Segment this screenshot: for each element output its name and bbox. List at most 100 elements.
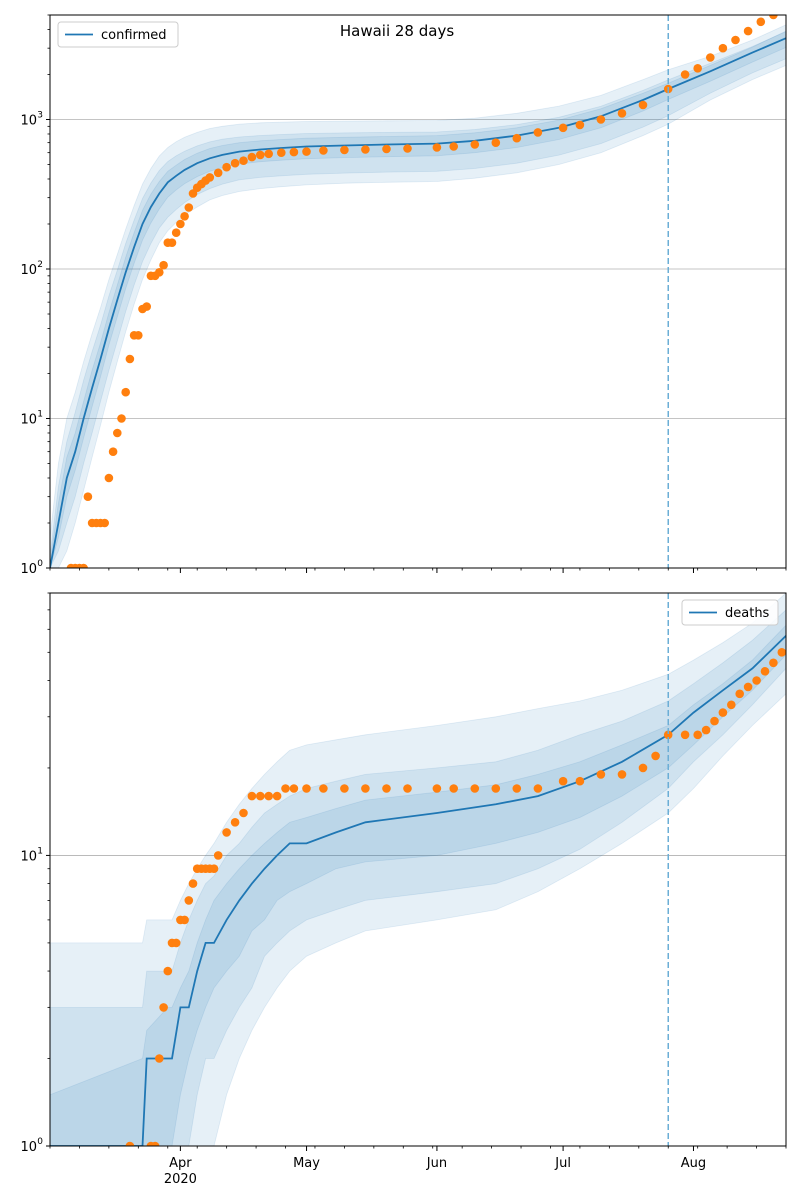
legend-label: deaths: [725, 606, 770, 621]
observed-point: [159, 260, 168, 270]
observed-point: [731, 35, 740, 45]
observed-point: [213, 168, 223, 178]
y-tick-exponent: 1: [37, 409, 43, 419]
observed-point: [491, 784, 501, 793]
observed-point: [180, 915, 189, 925]
y-tick-label: 10: [20, 412, 37, 427]
observed-point: [382, 144, 391, 154]
observed-point: [403, 784, 412, 793]
observed-point: [558, 123, 568, 133]
observed-point: [470, 140, 480, 149]
observed-point: [247, 152, 257, 162]
y-tick-exponent: 1: [37, 846, 43, 856]
observed-point: [205, 173, 215, 182]
observed-point: [255, 150, 265, 160]
observed-point: [289, 784, 299, 793]
observed-point: [449, 784, 459, 793]
legend-box: [681, 599, 779, 626]
observed-point: [289, 147, 299, 157]
observed-point: [117, 414, 126, 423]
y-tick-exponent: 0: [37, 1137, 43, 1147]
axes-frame: [49, 14, 787, 569]
observed-point: [403, 144, 412, 153]
observed-point: [743, 26, 753, 36]
observed-point: [125, 1141, 135, 1146]
uncertainty-band-0: [50, 593, 786, 1146]
observed-point: [735, 689, 744, 699]
observed-point: [701, 725, 711, 735]
observed-point: [752, 676, 761, 685]
observed-point: [188, 879, 198, 888]
uncertainty-band-2: [50, 30, 786, 568]
observed-point: [319, 784, 328, 793]
y-tick-exponent: 3: [37, 110, 43, 120]
observed-point: [558, 776, 568, 786]
plot-area: [50, 6, 791, 568]
observed-point: [159, 1003, 168, 1012]
x-tick-label: Aug: [681, 1156, 706, 1171]
observed-point: [596, 115, 606, 124]
observed-point: [760, 667, 770, 676]
observed-point: [693, 730, 702, 740]
y-tick-exponent: 0: [37, 559, 43, 569]
observed-point: [638, 763, 648, 773]
observed-point: [113, 428, 122, 438]
observed-point: [302, 784, 311, 793]
observed-point: [142, 302, 151, 311]
observed-point: [777, 648, 786, 657]
observed-point: [255, 791, 265, 801]
observed-point: [340, 145, 349, 155]
observed-point: [155, 268, 164, 277]
x-tick-sublabel: 2020: [164, 1172, 197, 1187]
observed-point: [533, 128, 543, 137]
observed-point: [491, 138, 501, 147]
observed-point: [104, 473, 114, 483]
legend-label: confirmed: [101, 28, 167, 43]
observed-point: [706, 53, 715, 62]
observed-point: [83, 492, 93, 502]
y-tick-label: 10: [20, 113, 37, 128]
observed-point: [449, 142, 459, 151]
x-tick-label: Apr: [169, 1156, 192, 1171]
x-tick-label: Jun: [426, 1156, 447, 1171]
x-tick-label: May: [293, 1156, 320, 1171]
observed-point: [693, 64, 702, 73]
observed-point: [651, 751, 660, 761]
observed-point: [512, 133, 522, 143]
plot-area: [50, 593, 786, 1146]
observed-point: [239, 808, 248, 818]
observed-point: [575, 776, 585, 786]
uncertainty-band-1: [50, 31, 786, 568]
observed-point: [302, 147, 311, 156]
observed-point: [756, 17, 766, 27]
observed-point: [718, 708, 728, 717]
observed-point: [533, 784, 543, 793]
observed-point: [663, 730, 673, 740]
observed-point: [361, 145, 370, 154]
observed-point: [171, 228, 181, 237]
observed-point: [184, 203, 194, 212]
observed-point: [184, 896, 194, 905]
observed-point: [432, 784, 442, 793]
observed-point: [171, 938, 181, 948]
observed-point: [782, 6, 791, 15]
observed-point: [617, 109, 627, 118]
observed-point: [125, 354, 135, 364]
observed-point: [167, 238, 177, 247]
y-tick-label: 10: [20, 263, 37, 278]
observed-point: [264, 149, 274, 159]
observed-point: [163, 966, 173, 976]
observed-point: [596, 770, 606, 779]
observed-point: [617, 770, 627, 779]
observed-point: [432, 143, 442, 152]
observed-point: [277, 148, 286, 157]
observed-point: [247, 791, 257, 801]
observed-point: [180, 212, 189, 221]
observed-point: [150, 1141, 160, 1146]
observed-point: [79, 563, 88, 568]
observed-point: [222, 828, 231, 837]
observed-point: [176, 219, 185, 229]
observed-point: [230, 818, 240, 827]
